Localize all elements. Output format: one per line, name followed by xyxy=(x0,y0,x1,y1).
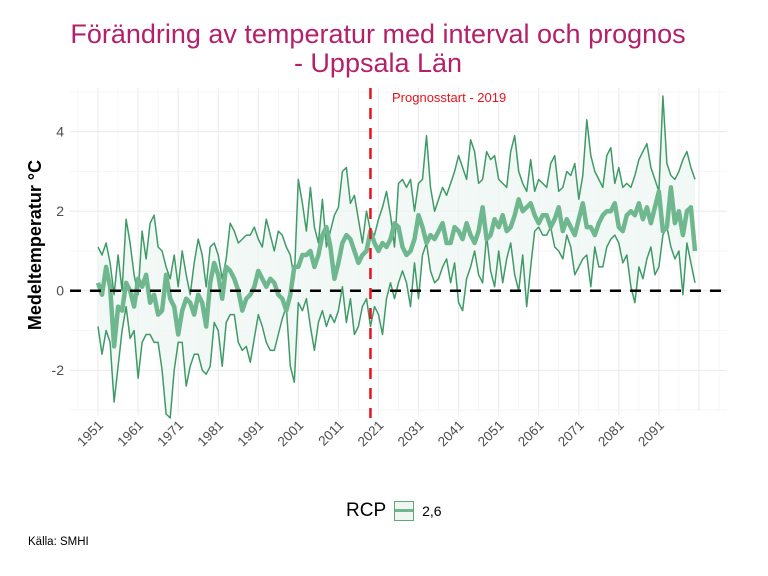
y-axis-label: Medeltemperatur °C xyxy=(25,160,45,330)
x-tick-label: 1991 xyxy=(235,418,267,450)
mean-line xyxy=(95,185,698,349)
chart-title: Förändring av temperatur med interval oc… xyxy=(0,20,756,78)
x-tick-label: 2001 xyxy=(275,418,307,450)
x-tick-label: 2031 xyxy=(395,418,427,450)
x-tick-label: 2061 xyxy=(515,418,547,450)
x-tick-label: 2051 xyxy=(475,418,507,450)
x-tick-label: 2081 xyxy=(595,418,627,450)
x-tick-label: 1961 xyxy=(114,418,146,450)
source-caption: Källa: SMHI xyxy=(28,536,89,548)
x-tick-label: 2021 xyxy=(355,418,387,450)
x-tick-label: 1971 xyxy=(154,418,186,450)
legend-label-rcp26: 2,6 xyxy=(422,503,442,519)
y-axis-ticks: -2 0 2 4 xyxy=(52,124,65,379)
x-tick-label: 2011 xyxy=(315,418,346,449)
x-tick-label: 2041 xyxy=(435,418,467,450)
chart-title-line-2: - Uppsala Län xyxy=(293,48,463,78)
confidence-ribbon xyxy=(98,96,695,418)
confidence-ribbon-group xyxy=(98,96,695,418)
legend: RCP 2,6 xyxy=(346,498,442,524)
x-tick-label: 2071 xyxy=(555,418,587,450)
y-tick-label: 0 xyxy=(56,283,64,299)
chart-title-line-1: Förändring av temperatur med interval oc… xyxy=(70,19,686,49)
y-tick-label: 4 xyxy=(56,124,64,140)
forecast-start-annotation: Prognosstart - 2019 xyxy=(392,90,506,105)
x-tick-label: 1981 xyxy=(194,418,226,450)
x-tick-label: 2091 xyxy=(635,418,667,450)
reference-lines xyxy=(70,88,727,418)
upper-bound-line xyxy=(97,95,696,296)
x-tick-label: 1951 xyxy=(74,418,106,450)
legend-key-rcp26 xyxy=(394,501,415,521)
legend-title: RCP xyxy=(346,500,387,521)
y-tick-label: -2 xyxy=(52,362,65,378)
y-tick-label: 2 xyxy=(56,203,64,219)
